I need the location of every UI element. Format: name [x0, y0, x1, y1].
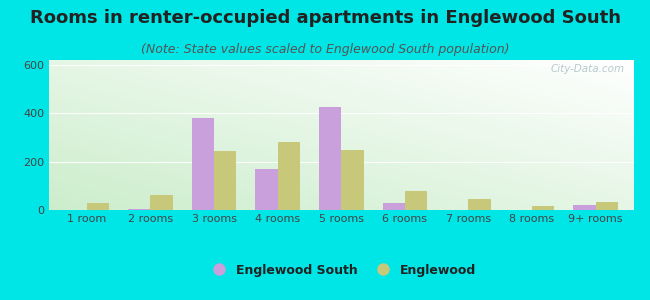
Bar [278, 142, 300, 210]
Text: Rooms in renter-occupied apartments in Englewood South: Rooms in renter-occupied apartments in E… [29, 9, 621, 27]
Bar [192, 118, 214, 210]
Bar [405, 190, 427, 210]
Text: (Note: State values scaled to Englewood South population): (Note: State values scaled to Englewood … [141, 44, 509, 56]
Bar [595, 202, 618, 210]
Bar [255, 169, 278, 210]
Bar [573, 205, 595, 210]
Bar [469, 199, 491, 210]
Bar [383, 203, 405, 210]
Bar [128, 209, 151, 210]
Bar [319, 107, 341, 210]
Bar [87, 203, 109, 210]
Bar [151, 196, 173, 210]
Bar [341, 150, 363, 210]
Bar [214, 151, 237, 210]
Text: City-Data.com: City-Data.com [551, 64, 625, 74]
Bar [532, 206, 554, 210]
Legend: Englewood South, Englewood: Englewood South, Englewood [201, 259, 482, 282]
